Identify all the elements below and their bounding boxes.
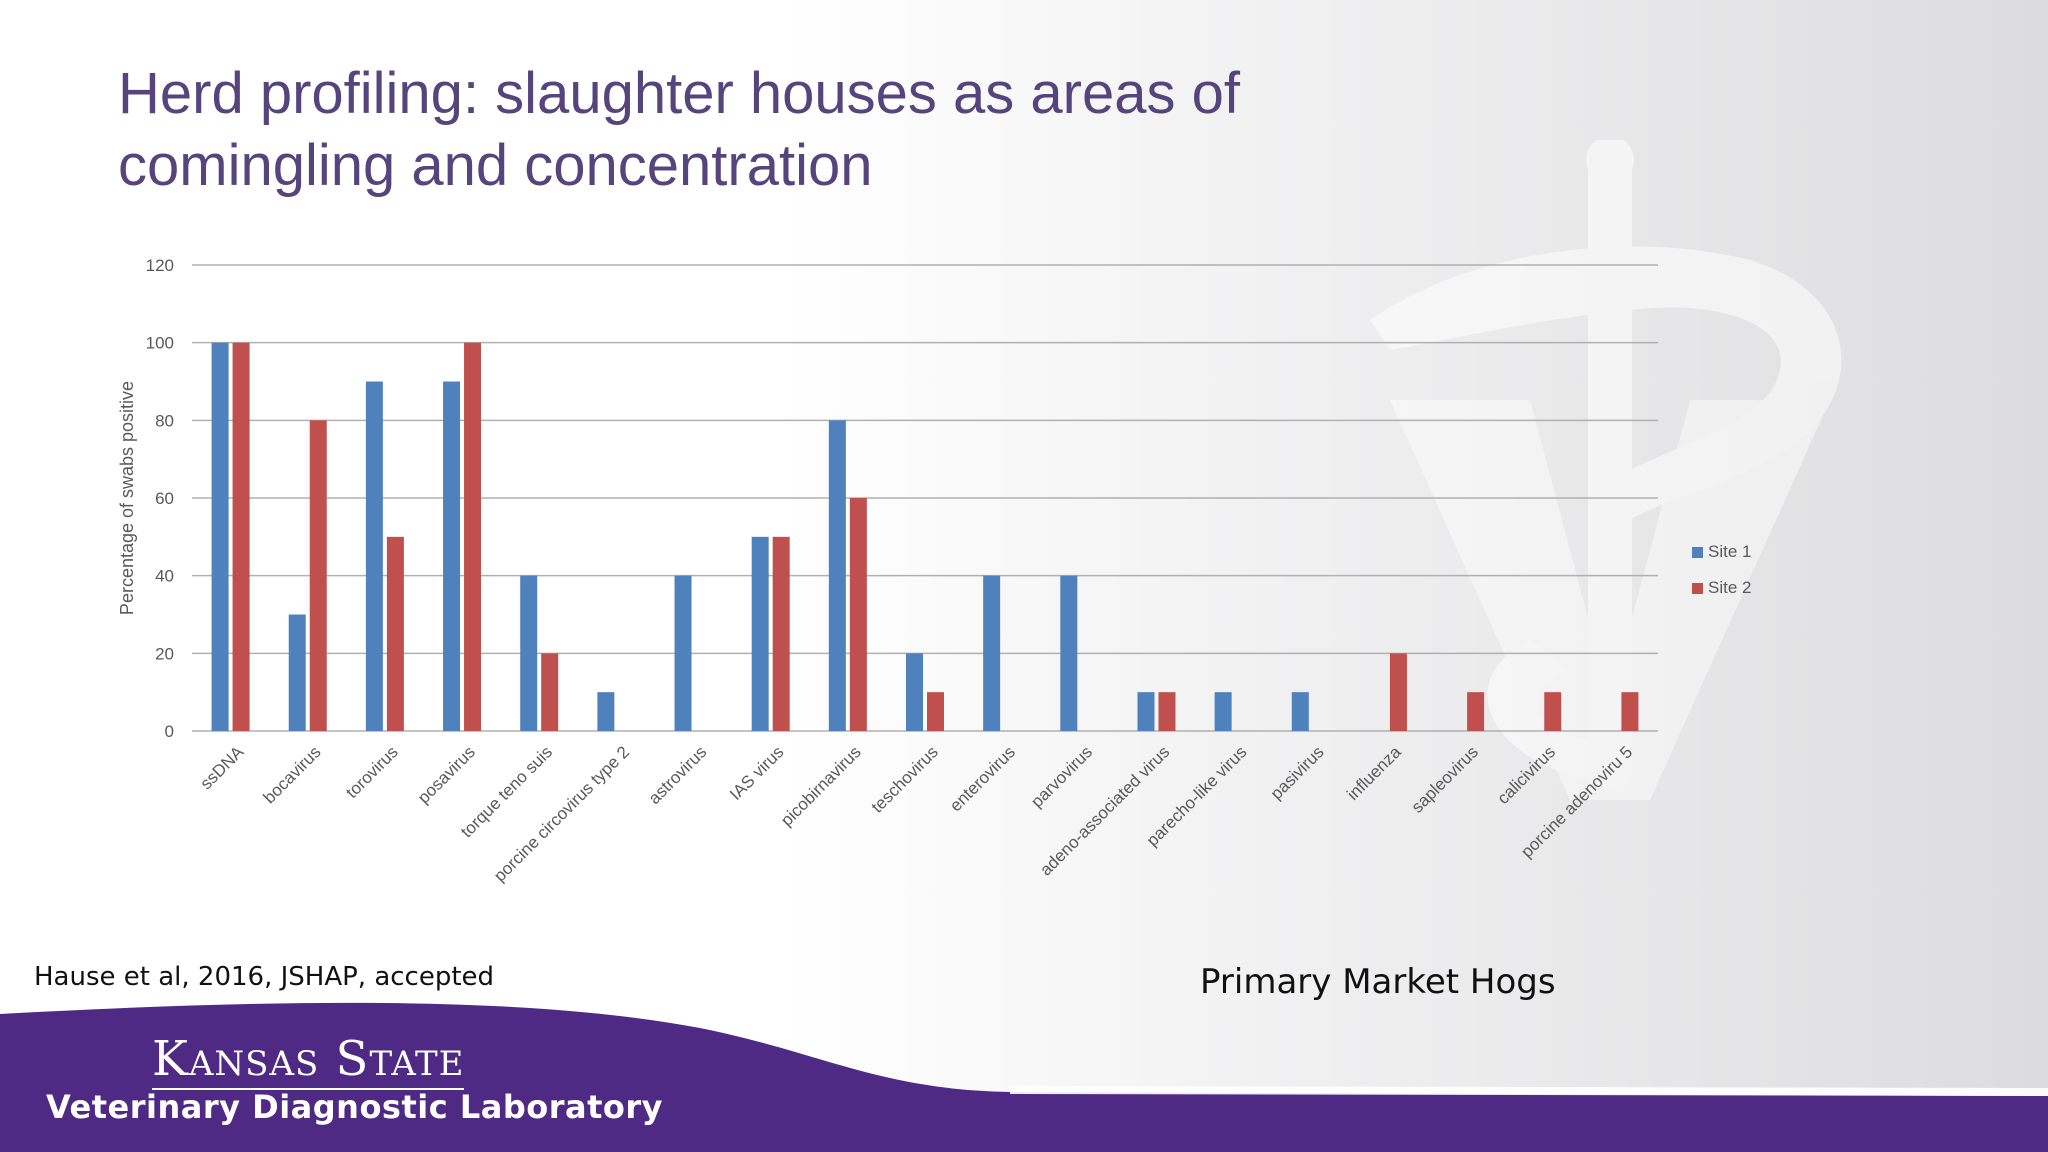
x-tick-label: pasivirus	[1267, 742, 1328, 803]
x-tick-label: influenza	[1343, 742, 1405, 804]
bar-site1	[443, 381, 461, 731]
bar-site2	[464, 342, 482, 731]
y-tick-label: 60	[155, 489, 174, 508]
x-tick-label: enterovirus	[946, 742, 1019, 815]
bar-site2	[1389, 653, 1407, 731]
bar-site2	[927, 692, 944, 731]
footer-banner	[0, 1002, 2048, 1152]
bar-site2	[541, 653, 559, 731]
bar-site1	[983, 575, 1001, 731]
legend-swatch	[1692, 547, 1703, 558]
bar-site1	[906, 653, 923, 731]
bar-site1	[1137, 692, 1155, 731]
x-tick-label: adeno-associated virus	[1036, 742, 1173, 879]
y-axis-label: Percentage of swabs positive	[117, 381, 137, 615]
bar-site2	[309, 420, 327, 731]
x-tick-label: calicivirus	[1494, 742, 1560, 808]
caduceus-watermark-icon	[1370, 140, 1842, 800]
logo-kansas-state: Kansas State	[152, 1032, 465, 1090]
citation-text: Hause et al, 2016, JSHAP, accepted	[34, 962, 495, 992]
x-tick-label: bocavirus	[260, 742, 325, 807]
bar-site2	[1544, 692, 1562, 731]
bar-site2	[849, 498, 867, 731]
x-tick-label: picobirnavirus	[777, 742, 865, 830]
bar-site1	[597, 692, 615, 731]
bar-site2	[386, 536, 404, 731]
x-tick-label: astrovirus	[645, 742, 711, 808]
bar-site1	[1291, 692, 1309, 731]
x-tick-label: teschovirus	[868, 742, 942, 816]
bar-site2	[1621, 692, 1639, 731]
bar-site1	[288, 614, 306, 731]
bar-site1	[674, 575, 692, 731]
bar-site1	[751, 536, 769, 731]
bar-site2	[1158, 692, 1176, 731]
bar-chart: 0 20 40 60 80 100 120 Percentage of swabs posit…	[117, 256, 1751, 885]
legend-label: Site 2	[1708, 578, 1751, 597]
bar-site2	[1467, 692, 1485, 731]
legend-label: Site 1	[1708, 542, 1751, 561]
bar-site1	[365, 381, 383, 731]
bar-site1	[828, 420, 846, 731]
x-tick-label: porcine circovirus type 2	[490, 742, 633, 885]
legend-swatch	[1692, 583, 1703, 594]
y-tick-label: 20	[155, 644, 174, 663]
x-tick-label: parvovirus	[1027, 742, 1096, 811]
bar-site2	[772, 536, 790, 731]
y-tick-label: 120	[146, 256, 174, 275]
bar-site1	[520, 575, 538, 731]
logo-vdl: Veterinary Diagnostic Laboratory	[46, 1088, 664, 1126]
bar-site1	[211, 342, 229, 731]
x-tick-label: IAS virus	[726, 742, 788, 804]
chart-subtitle: Primary Market Hogs	[1200, 962, 1556, 1002]
x-tick-label: torovirus	[342, 742, 402, 802]
bar-site1	[1214, 692, 1232, 731]
x-tick-label: ssDNA	[197, 742, 248, 793]
x-tick-label: posavirus	[414, 742, 479, 807]
y-tick-label: 80	[155, 411, 174, 430]
slide-title: Herd profiling: slaughter houses as area…	[118, 61, 1240, 198]
bar-site1	[1060, 575, 1078, 731]
bar-site2	[232, 342, 250, 731]
y-tick-label: 40	[155, 567, 174, 586]
y-tick-label: 0	[165, 722, 174, 741]
y-tick-label: 100	[146, 334, 174, 353]
x-tick-label: sapleovirus	[1408, 742, 1482, 816]
